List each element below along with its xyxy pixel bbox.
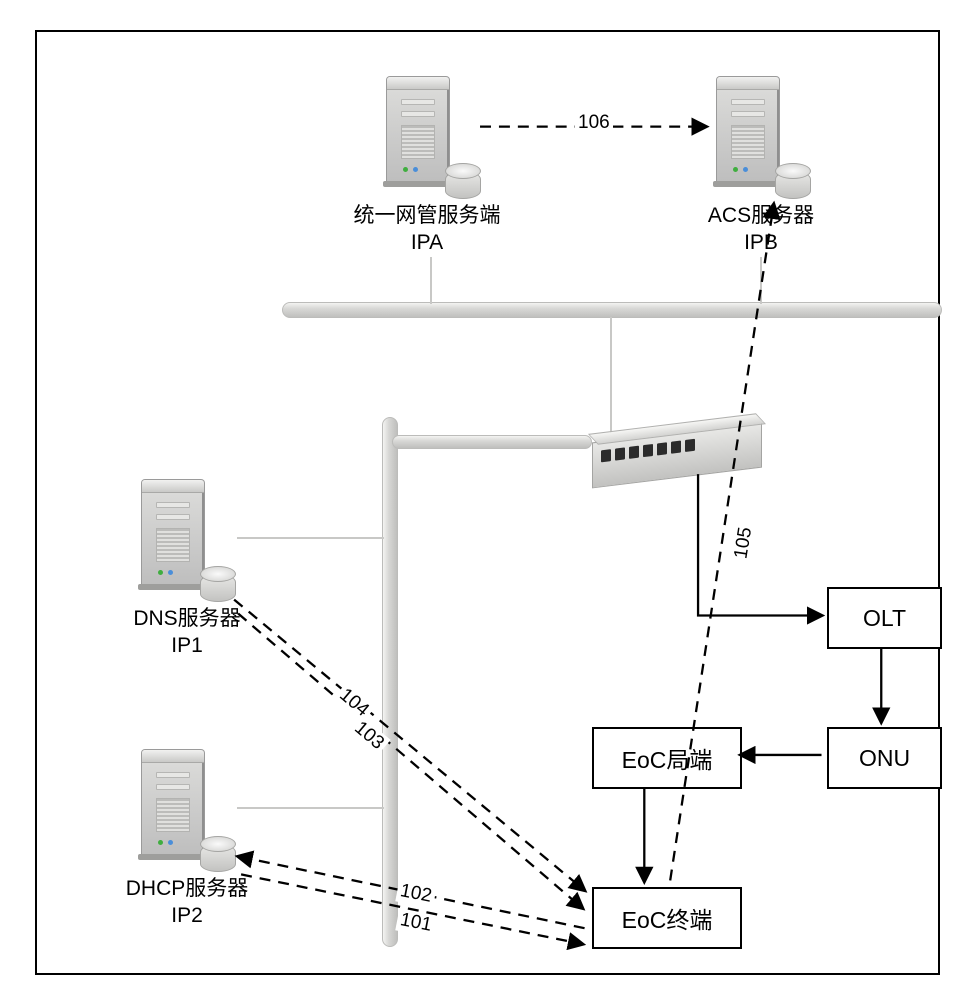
nms-server-icon <box>387 77 475 197</box>
dns-label-2: IP1 <box>171 634 203 657</box>
arrow-switch-olt <box>698 474 821 615</box>
olt-label: OLT <box>863 605 906 632</box>
switch-icon <box>592 432 762 478</box>
bus-top <box>282 302 942 318</box>
onu-box: ONU <box>827 727 942 789</box>
acs-label-1: ACS服务器 <box>708 204 814 227</box>
onu-label: ONU <box>859 745 910 772</box>
bus-vertical <box>382 417 398 947</box>
eoc-term-label: EoC终端 <box>622 901 713 935</box>
acs-drop-line <box>760 257 762 304</box>
arrow-103 <box>238 614 582 909</box>
dhcp-link-line <box>237 807 384 809</box>
dhcp-server-icon <box>142 750 230 870</box>
eoc-head-label: EoC局端 <box>622 741 713 775</box>
nms-server-label: 统一网管服务端 IPA <box>327 202 527 257</box>
arrow-102-label: 102 <box>395 880 436 909</box>
nms-label-1: 统一网管服务端 <box>354 204 501 227</box>
acs-label-2: IPB <box>744 231 778 254</box>
acs-server-label: ACS服务器 IPB <box>661 202 861 257</box>
bus-to-switch-line <box>610 317 612 437</box>
arrow-104-label: 104 <box>332 682 375 723</box>
dhcp-label-1: DHCP服务器 <box>126 877 249 900</box>
dns-server-label: DNS服务器 IP1 <box>87 605 287 660</box>
dns-server-icon <box>142 480 230 600</box>
arrow-101-label: 101 <box>395 909 436 938</box>
dns-link-line <box>237 537 384 539</box>
dhcp-server-label: DHCP服务器 IP2 <box>87 875 287 930</box>
nms-drop-line <box>430 257 432 304</box>
olt-box: OLT <box>827 587 942 649</box>
diagram-frame: 统一网管服务端 IPA ACS服务器 IPB DNS服务器 IP1 <box>35 30 940 975</box>
dns-label-1: DNS服务器 <box>133 607 240 630</box>
dhcp-label-2: IP2 <box>171 904 203 927</box>
bus-to-switch <box>392 435 592 449</box>
arrow-106-label: 106 <box>575 112 613 134</box>
nms-label-2: IPA <box>411 231 443 254</box>
acs-server-icon <box>717 77 805 197</box>
arrow-105-label: 105 <box>730 523 758 564</box>
eoc-term-box: EoC终端 <box>592 887 742 949</box>
eoc-head-box: EoC局端 <box>592 727 742 789</box>
